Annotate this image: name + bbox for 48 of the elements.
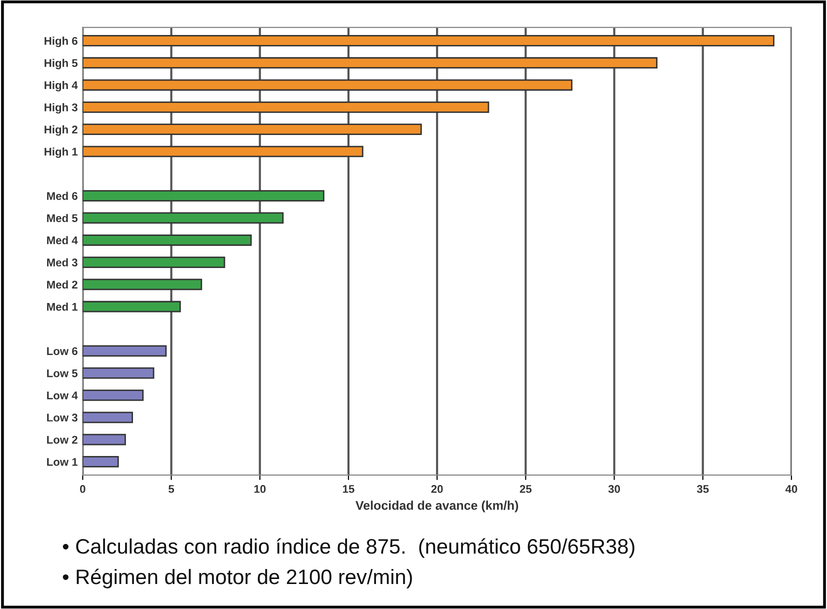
- bar: [82, 434, 126, 446]
- x-tick-label: 0: [80, 485, 86, 493]
- text: • Régimen del motor de 2100 rev/min): [62, 568, 412, 588]
- bar: [82, 456, 119, 468]
- x-tick-label: 40: [785, 485, 798, 493]
- bar: [82, 35, 774, 46]
- bar: [82, 146, 364, 158]
- bar: [82, 101, 490, 113]
- text: • Calculadas con radio índice de 875. (neumático 650/65R38): [62, 538, 634, 558]
- bar: [82, 79, 572, 91]
- y-tick-label: High 4: [44, 80, 78, 92]
- bar: [82, 57, 658, 69]
- bar: [82, 345, 167, 357]
- y-tick-label: Med 2: [47, 280, 78, 289]
- bar: [82, 278, 202, 290]
- x-tick-label: 5: [168, 485, 174, 493]
- bar: [82, 190, 324, 202]
- bar: [82, 367, 154, 379]
- bar: [82, 256, 226, 268]
- bar: [82, 300, 181, 312]
- y-tick-label: High 1: [44, 147, 78, 158]
- y-tick-label: Med 6: [47, 192, 78, 200]
- bar: [82, 234, 252, 246]
- y-tick-label: Low 1: [47, 458, 78, 466]
- y-tick-label: Med 4: [47, 236, 78, 244]
- x-tick-label: 20: [431, 485, 443, 493]
- y-tick-label: Low 3: [47, 414, 78, 422]
- y-tick-label: High 2: [44, 125, 78, 136]
- y-tick-label: Low 6: [47, 347, 78, 356]
- bar: [82, 412, 134, 424]
- x-tick-label: 35: [696, 485, 709, 493]
- bar: [82, 212, 284, 224]
- y-tick-label: High 3: [44, 103, 78, 114]
- x-tick-label: 10: [254, 485, 266, 493]
- y-tick-label: Med 3: [47, 258, 78, 266]
- x-axis-title: Velocidad de avance (km/h): [356, 500, 518, 512]
- y-tick-label: Low 2: [47, 436, 78, 444]
- y-tick-label: Low 4: [47, 392, 78, 400]
- y-tick-label: High 5: [44, 58, 78, 70]
- bar: [82, 390, 144, 401]
- y-tick-label: High 6: [44, 36, 78, 48]
- y-tick-label: Med 5: [47, 214, 78, 222]
- y-tick-label: Low 5: [47, 369, 78, 378]
- x-tick-label: 15: [343, 485, 354, 493]
- y-tick-label: Med 1: [47, 302, 78, 311]
- bar: [82, 124, 422, 136]
- x-tick-label: 25: [520, 485, 532, 493]
- x-tick-label: 30: [608, 485, 620, 493]
